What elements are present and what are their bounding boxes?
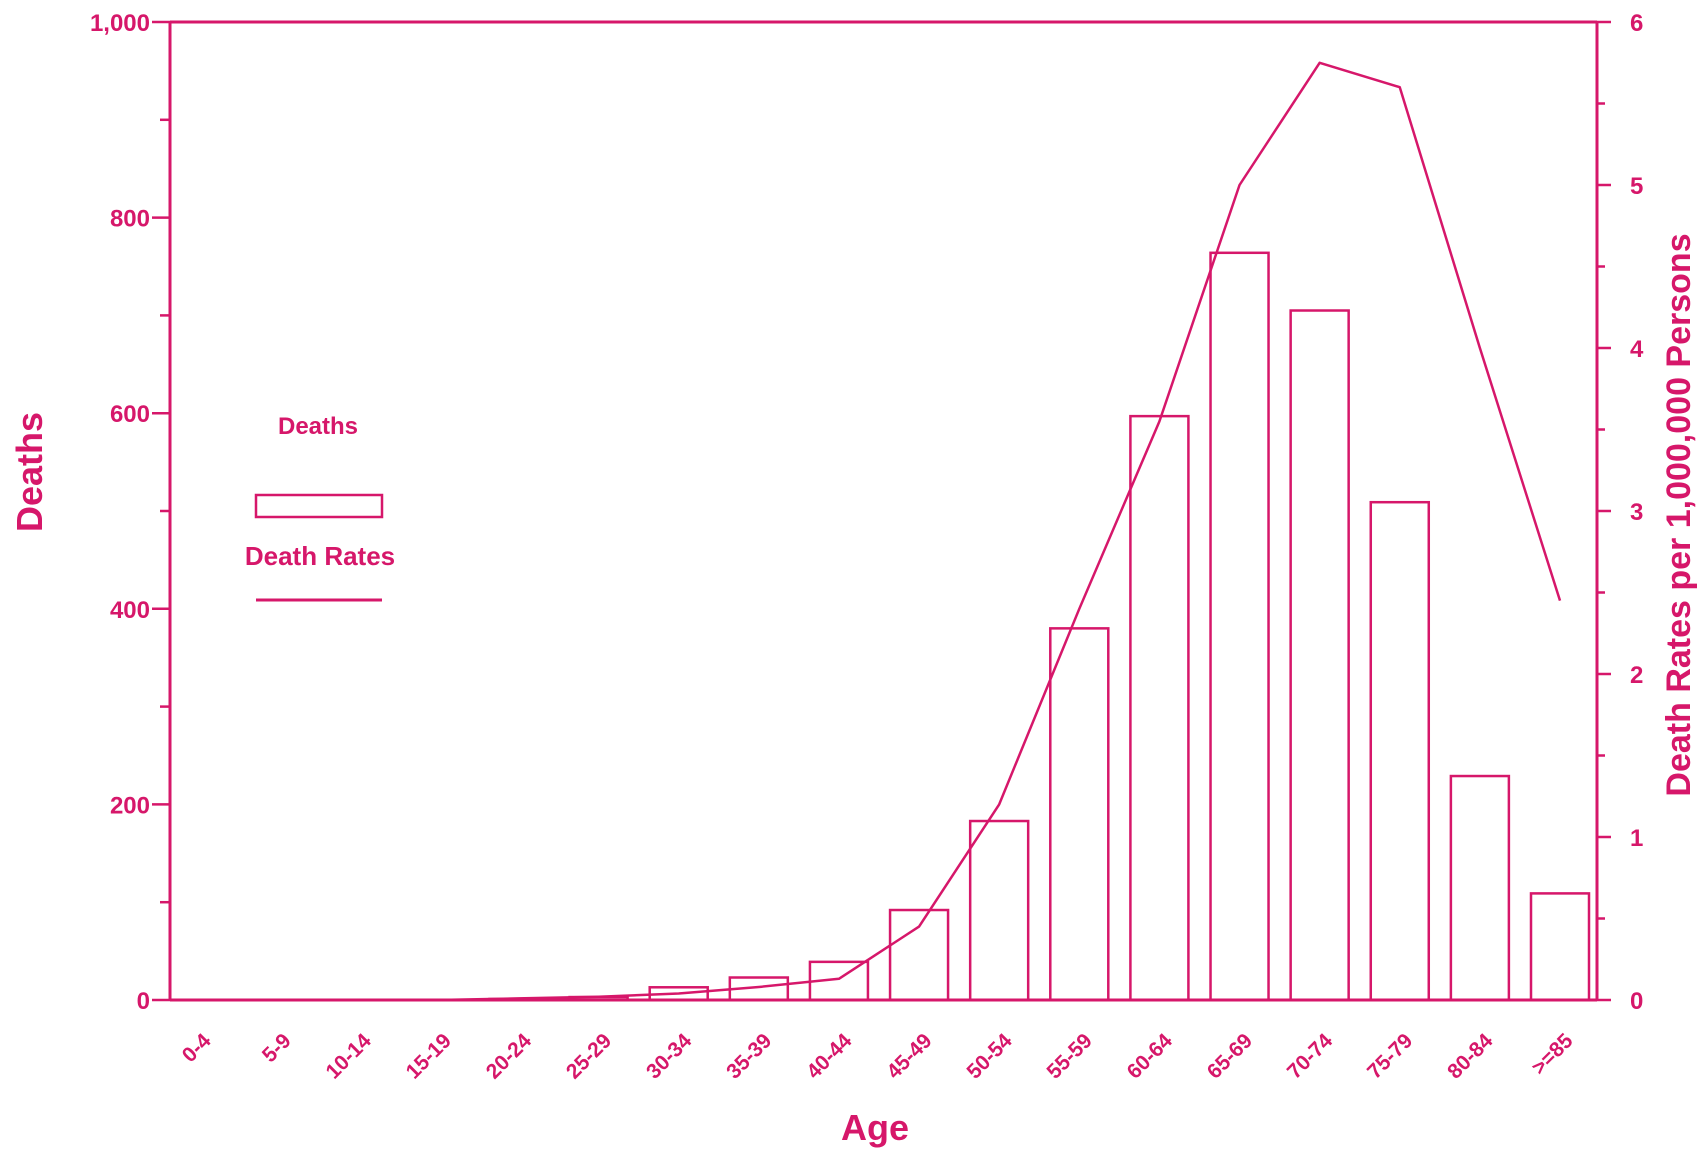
left-tick-label-1,000: 1,000 — [90, 10, 150, 37]
right-axis-ticks: 0 1 2 3 4 5 6 — [1597, 10, 1644, 1015]
bar-80-84 — [1449, 774, 1511, 1002]
left-tick-label-600: 600 — [110, 401, 150, 428]
legend-label-deaths: Deaths — [278, 413, 358, 440]
legend-swatch-deaths — [254, 493, 384, 519]
right-tick-label-2: 2 — [1630, 662, 1643, 689]
right-tick-label-5: 5 — [1630, 173, 1643, 200]
y-axis-title: Deaths — [9, 412, 50, 532]
left-tick-label-800: 800 — [110, 206, 150, 233]
y2-axis-title: Death Rates per 1,000,000 Persons — [1660, 233, 1698, 796]
right-tick-label-4: 4 — [1630, 336, 1644, 363]
legend: Deaths Death Rates — [245, 413, 395, 602]
death-rate-line — [197, 61, 1562, 1002]
bar-60-64 — [1129, 414, 1190, 1002]
right-tick-label-1: 1 — [1630, 825, 1643, 852]
bar-50-54 — [968, 819, 1030, 1002]
deaths-bars — [488, 251, 1591, 1002]
left-tick-label-200: 200 — [110, 792, 150, 819]
bar-45-49 — [888, 908, 950, 1002]
bar-55-59 — [1049, 627, 1110, 1002]
bar-65-69 — [1209, 251, 1270, 1002]
death-rate-series-line — [198, 61, 1562, 1002]
bar-70-74 — [1289, 309, 1350, 1002]
right-tick-label-6: 6 — [1630, 10, 1643, 37]
legend-label-death-rates: Death Rates — [245, 541, 395, 571]
bar-75-79 — [1369, 500, 1431, 1002]
left-tick-label-0: 0 — [137, 988, 150, 1015]
x-axis-title: Age — [841, 1107, 909, 1148]
right-tick-label-3: 3 — [1630, 499, 1643, 526]
left-axis-ticks: 0 200 400 600 800 1,000 — [90, 10, 170, 1015]
left-tick-label-400: 400 — [110, 597, 150, 624]
bar->=85 — [1529, 892, 1591, 1002]
right-tick-label-0: 0 — [1630, 988, 1643, 1015]
